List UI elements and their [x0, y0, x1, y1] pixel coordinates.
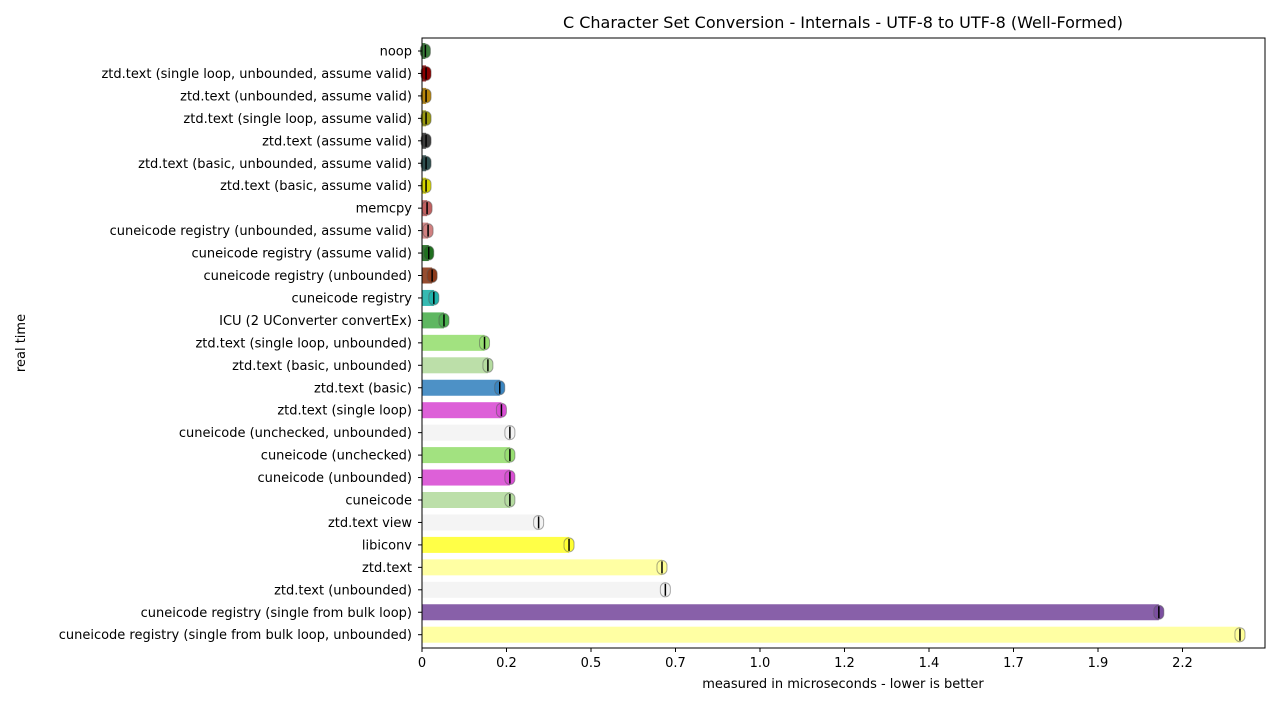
bar: [422, 402, 502, 419]
category-label: libiconv: [362, 538, 412, 553]
category-label: cuneicode registry (assume valid): [191, 247, 412, 262]
category-label: ztd.text (single loop, unbounded, assume…: [101, 67, 412, 82]
category-label: ztd.text (basic, unbounded, assume valid…: [138, 157, 412, 172]
x-tick-label: 1.0: [750, 656, 771, 671]
x-tick-label: 1.2: [834, 656, 855, 671]
bar: [422, 312, 444, 329]
category-label: cuneicode (unchecked): [261, 449, 412, 464]
category-label: ztd.text view: [328, 516, 412, 531]
x-tick-label: 0: [418, 656, 426, 671]
category-label: ztd.text (basic): [314, 381, 412, 396]
x-tick-label: 0.5: [581, 656, 602, 671]
bar: [422, 357, 488, 374]
x-tick-label: 1.9: [1088, 656, 1109, 671]
bar: [422, 289, 434, 306]
category-label: ztd.text (single loop, unbounded): [195, 336, 412, 351]
x-axis-label: measured in microseconds - lower is bett…: [702, 677, 984, 692]
category-label: cuneicode (unbounded): [257, 471, 412, 486]
bars-group: [419, 43, 1246, 643]
x-ticks-group: 0 0.2 0.5 0.7 1.0 1.2 1.4 1.7 1.9 2.2: [418, 648, 1193, 671]
category-label: noop: [380, 45, 412, 60]
category-labels-group: noop ztd.text (single loop, unbounded, as…: [59, 45, 422, 643]
bar: [422, 626, 1240, 643]
bar: [422, 581, 666, 598]
category-label: cuneicode registry (single from bulk loo…: [59, 628, 412, 643]
category-label: ztd.text (unbounded): [274, 583, 412, 598]
category-label: ztd.text: [362, 561, 412, 576]
bar: [422, 492, 510, 508]
bar: [422, 379, 500, 396]
x-tick-label: 1.4: [919, 656, 940, 671]
category-label: cuneicode: [345, 494, 412, 509]
bar: [422, 514, 539, 531]
y-axis-label: real time: [14, 314, 29, 372]
category-label: ztd.text (basic, unbounded): [232, 359, 412, 374]
category-label: ztd.text (single loop, assume valid): [183, 112, 412, 127]
x-tick-label: 0.2: [496, 656, 517, 671]
bar: [422, 604, 1159, 621]
bar: [422, 559, 662, 576]
category-label: cuneicode (unchecked, unbounded): [179, 426, 412, 441]
category-label: ztd.text (basic, assume valid): [220, 179, 412, 194]
category-label: memcpy: [356, 202, 413, 217]
category-label: ztd.text (assume valid): [262, 134, 412, 149]
bar: [422, 334, 485, 351]
x-tick-label: 2.2: [1172, 656, 1193, 671]
category-label: ICU (2 UConverter convertEx): [219, 314, 412, 329]
x-tick-label: 1.7: [1003, 656, 1024, 671]
bar: [422, 424, 510, 441]
bar: [422, 469, 510, 486]
x-tick-label: 0.7: [665, 656, 686, 671]
category-label: ztd.text (single loop): [277, 404, 412, 419]
chart-title: C Character Set Conversion - Internals -…: [563, 13, 1123, 32]
category-label: ztd.text (unbounded, assume valid): [180, 89, 412, 104]
category-label: cuneicode registry (unbounded, assume va…: [110, 224, 412, 239]
bar: [422, 447, 510, 464]
plot-frame: [421, 37, 1266, 649]
category-label: cuneicode registry: [291, 291, 412, 306]
category-label: cuneicode registry (single from bulk loo…: [141, 606, 412, 621]
bar: [422, 536, 570, 553]
category-label: cuneicode registry (unbounded): [204, 269, 413, 284]
